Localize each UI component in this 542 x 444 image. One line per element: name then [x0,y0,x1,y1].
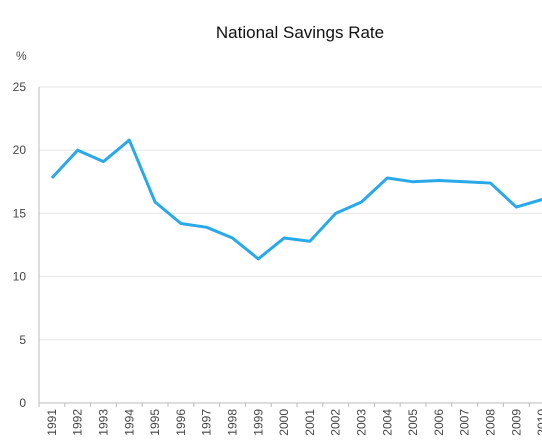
y-tick-label: 20 [13,143,27,157]
x-tick-label: 2004 [380,409,394,436]
x-tick-label: 2009 [509,409,523,436]
x-tick-label: 2007 [458,409,472,436]
x-tick-label: 2008 [484,409,498,436]
x-tick-label: 2001 [303,409,317,436]
x-tick-label: 1992 [71,409,85,436]
x-tick-label: 2000 [277,409,291,436]
x-tick-label: 1991 [45,409,59,436]
x-tick-label: 2006 [432,409,446,436]
line-series [50,138,542,261]
y-tick-label: 0 [19,396,26,410]
x-tick-label: 1996 [174,409,188,436]
x-tick-label: 1995 [148,409,162,436]
y-tick-label: 10 [13,270,27,284]
y-tick-label: 5 [19,333,26,347]
x-tick-label: 1998 [226,409,240,436]
x-tick-label: 1994 [122,409,136,436]
x-tick-label: 1993 [97,409,111,436]
x-tick-label: 2003 [355,409,369,436]
x-tick-label: 2005 [406,409,420,436]
y-axis-label: % [16,49,27,63]
x-tick-label: 2002 [329,409,343,436]
x-tick-label: 1999 [251,409,265,436]
y-tick-label: 25 [13,80,27,94]
chart-title: National Savings Rate [216,23,384,42]
x-tick-label: 2010 [535,409,542,436]
y-tick-label: 15 [13,206,27,220]
x-tick-label: 1997 [200,409,214,436]
